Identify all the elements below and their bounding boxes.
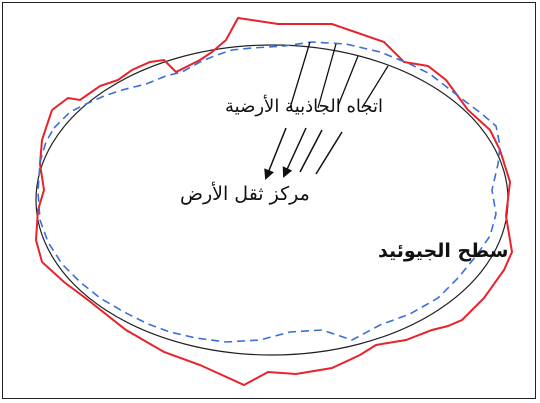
earth-center-label: مركز ثقل الأرض — [180, 183, 310, 205]
dashed-surface — [37, 41, 501, 343]
geoid-outline — [34, 16, 514, 387]
gravity-arrows — [264, 127, 343, 180]
gravity-direction-label: اتجاه الجاذبية الأرضية — [225, 96, 384, 117]
gravity-direction-lines — [289, 41, 389, 109]
geoid-surface-label: سطح الجيوئيد — [378, 240, 509, 262]
figure-frame — [2, 2, 536, 399]
